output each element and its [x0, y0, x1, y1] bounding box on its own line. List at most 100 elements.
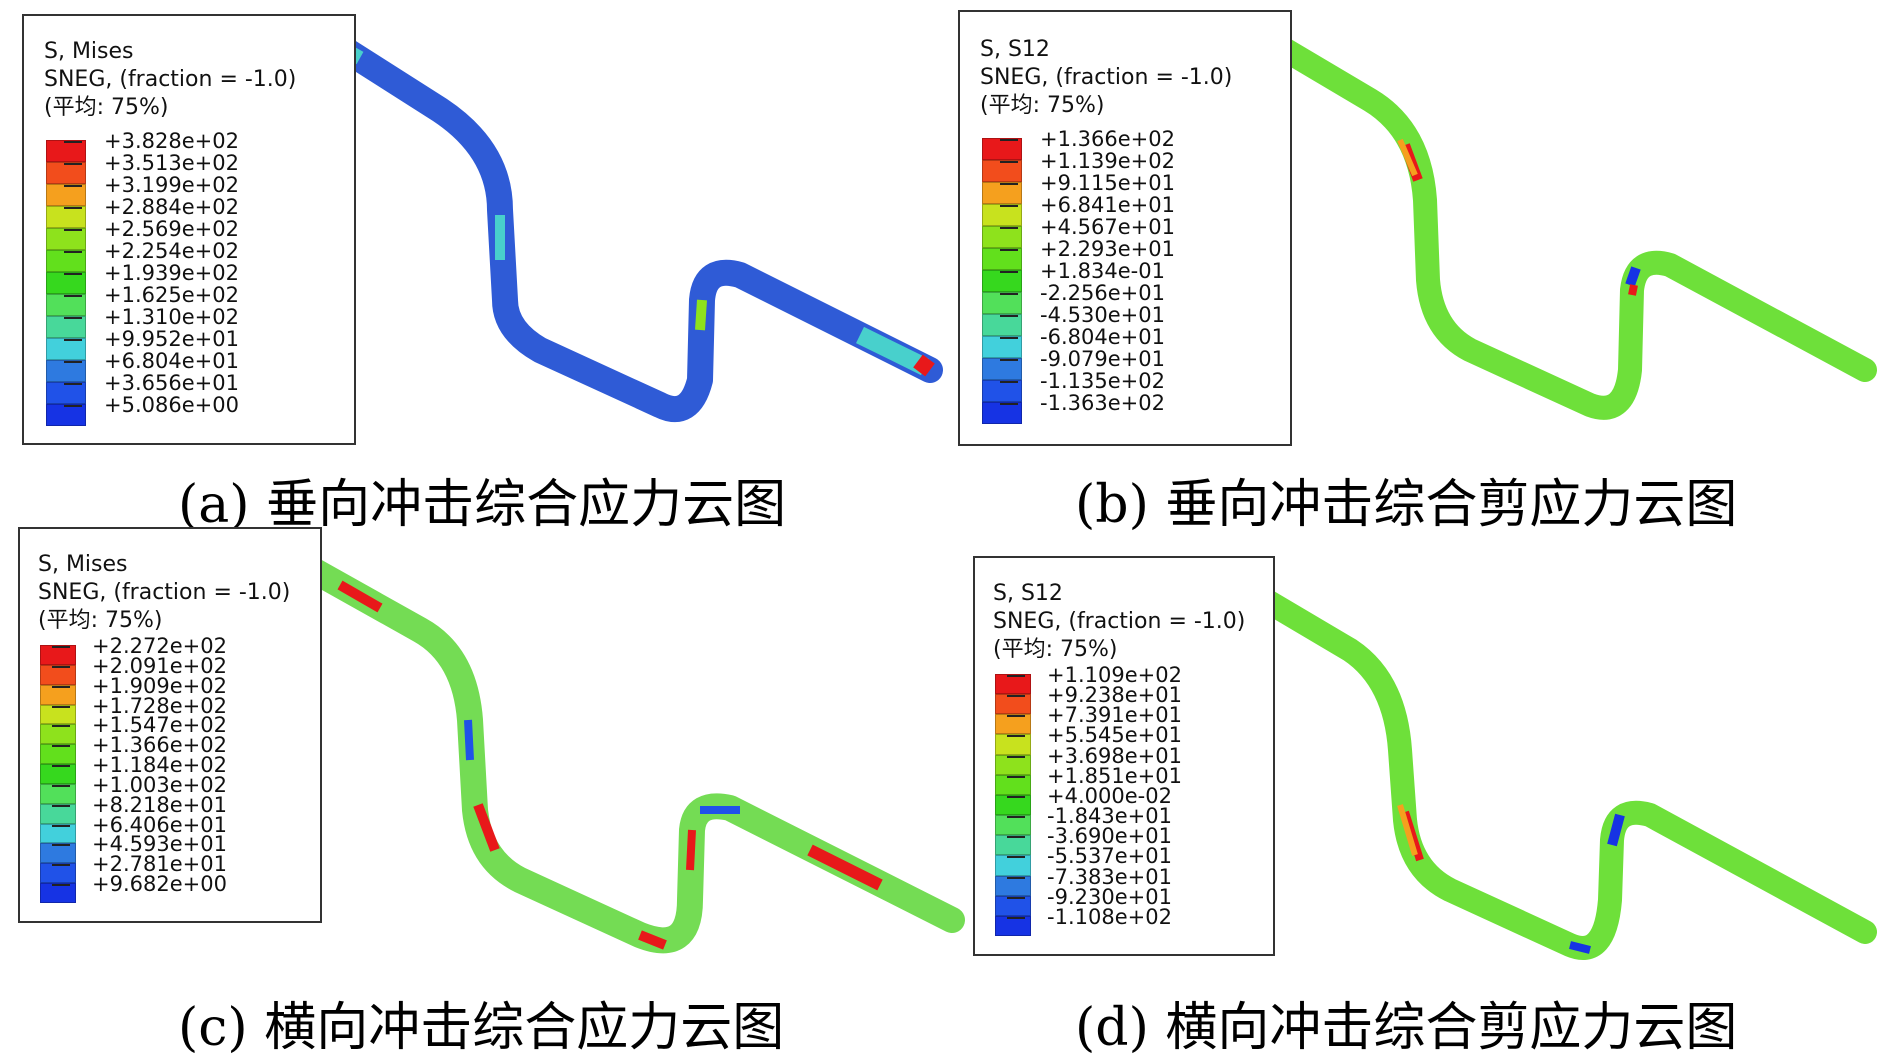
legend-tick-label: +2.272e+02	[52, 634, 227, 658]
colorbar	[982, 138, 1022, 424]
legend-tick-label: +3.828e+02	[64, 129, 239, 153]
legend-subtitle: SNEG, (fraction = -1.0)	[38, 580, 291, 605]
legend-tick-label: +6.841e+01	[1000, 193, 1175, 217]
legend-tick-label: -1.843e+01	[1007, 804, 1172, 829]
colorbar-segment	[40, 724, 76, 745]
colorbar-segment	[46, 404, 86, 426]
legend-tick-label: +1.834e-01	[1000, 259, 1165, 283]
colorbar-segment	[995, 835, 1031, 856]
legend-tick-label: +5.086e+00	[64, 393, 239, 417]
legend-title: S, Mises	[38, 552, 128, 577]
legend-tick-label: -9.079e+01	[1000, 347, 1165, 371]
colorbar-segment	[40, 863, 76, 884]
legend-subtitle: SNEG, (fraction = -1.0)	[993, 609, 1246, 634]
legend-title: S, Mises	[44, 39, 134, 64]
colorbar-segment	[995, 794, 1031, 816]
colorbar-segment	[982, 204, 1022, 226]
colorbar-segment	[995, 734, 1031, 755]
legend-tick-label: +1.547e+02	[52, 713, 227, 738]
stress-spot-a3	[695, 299, 707, 331]
stress-spot-c4	[638, 930, 667, 950]
legend-d: S, S12 SNEG, (fraction = -1.0) (平均: 75%)…	[973, 556, 1275, 956]
legend-b: S, S12 SNEG, (fraction = -1.0) (平均: 75%)…	[958, 10, 1292, 446]
colorbar-segment	[46, 382, 86, 404]
colorbar-segment	[982, 314, 1022, 336]
legend-tick-label: +3.513e+02	[64, 151, 239, 175]
pipe-body-d	[1228, 573, 1877, 960]
legend-tick-label: +4.567e+01	[1000, 215, 1175, 239]
colorbar-segment	[46, 206, 86, 228]
legend-tick-label: -1.135e+02	[1000, 369, 1165, 393]
legend-tick-label: +2.781e+01	[52, 852, 227, 877]
colorbar-segment	[982, 358, 1022, 380]
legend-tick-label: -5.537e+01	[1007, 844, 1172, 869]
colorbar-segment	[46, 338, 86, 360]
legend-tick-label: +1.184e+02	[52, 753, 227, 778]
legend-tick-label: -3.690e+01	[1007, 824, 1172, 849]
colorbar	[46, 140, 86, 426]
stress-spot-b2	[1397, 138, 1418, 177]
colorbar-segment	[995, 815, 1031, 836]
legend-tick-label: +2.884e+02	[64, 195, 239, 219]
legend-tick-label: +1.310e+02	[64, 305, 239, 329]
legend-tick-label: -9.230e+01	[1007, 884, 1172, 909]
legend-tick-label: +3.199e+02	[64, 173, 239, 197]
colorbar-segment	[40, 744, 76, 765]
legend-tick-label: +3.656e+01	[64, 371, 239, 395]
legend-a: S, Mises SNEG, (fraction = -1.0) (平均: 75…	[22, 14, 356, 445]
caption-b: (b) 垂向冲击综合剪应力云图	[1075, 475, 1738, 535]
colorbar-segment	[995, 855, 1031, 876]
legend-average: (平均: 75%)	[44, 95, 169, 120]
legend-tick-label: +2.254e+02	[64, 239, 239, 263]
legend-tick-label: +4.593e+01	[52, 832, 227, 857]
colorbar-segment	[46, 316, 86, 338]
colorbar	[40, 645, 76, 903]
colorbar-segment	[995, 714, 1031, 735]
colorbar-segment	[46, 360, 86, 382]
legend-tick-label: +9.238e+01	[1007, 683, 1182, 708]
caption-a: (a) 垂向冲击综合应力云图	[178, 475, 787, 535]
colorbar-segment	[982, 226, 1022, 248]
legend-tick-label: +9.115e+01	[1000, 171, 1175, 195]
legend-tick-label: +9.682e+00	[52, 872, 227, 897]
colorbar-segment	[46, 272, 86, 294]
stress-spot-d2	[1397, 804, 1418, 856]
colorbar-segment	[46, 228, 86, 250]
legend-average: (平均: 75%)	[38, 608, 163, 633]
legend-tick-label: +1.003e+02	[52, 772, 227, 797]
legend-tick-label: -7.383e+01	[1007, 864, 1172, 889]
colorbar-segment	[40, 645, 76, 665]
stress-spot-d3	[1607, 813, 1625, 847]
legend-average: (平均: 75%)	[980, 93, 1105, 118]
legend-tick-label: +1.625e+02	[64, 283, 239, 307]
legend-tick-label: -6.804e+01	[1000, 325, 1165, 349]
colorbar-segment	[46, 294, 86, 316]
legend-tick-label: +1.909e+02	[52, 673, 227, 698]
colorbar-segment	[40, 803, 76, 824]
legend-tick-label: -1.108e+02	[1007, 904, 1172, 929]
stress-spot-d4	[1569, 941, 1591, 954]
legend-tick-label: +1.366e+02	[1000, 127, 1175, 151]
colorbar-segment	[982, 292, 1022, 314]
colorbar-segment	[46, 162, 86, 184]
legend-tick-label: +1.939e+02	[64, 261, 239, 285]
legend-tick-label: +6.804e+01	[64, 349, 239, 373]
colorbar-segment	[982, 270, 1022, 292]
legend-tick-label: +2.091e+02	[52, 653, 227, 678]
colorbar-segment	[982, 336, 1022, 358]
colorbar-segment	[40, 684, 76, 705]
legend-tick-label: +8.218e+01	[52, 792, 227, 817]
legend-tick-label: +9.952e+01	[64, 327, 239, 351]
colorbar	[995, 674, 1031, 936]
legend-tick-label: +1.851e+01	[1007, 763, 1182, 788]
colorbar-segment	[995, 895, 1031, 916]
stress-spot-b3	[1625, 266, 1641, 287]
colorbar-segment	[40, 783, 76, 804]
colorbar-segment	[46, 140, 86, 162]
stress-spot-c1	[337, 580, 383, 613]
legend-subtitle: SNEG, (fraction = -1.0)	[980, 65, 1233, 90]
colorbar-segment	[995, 694, 1031, 715]
